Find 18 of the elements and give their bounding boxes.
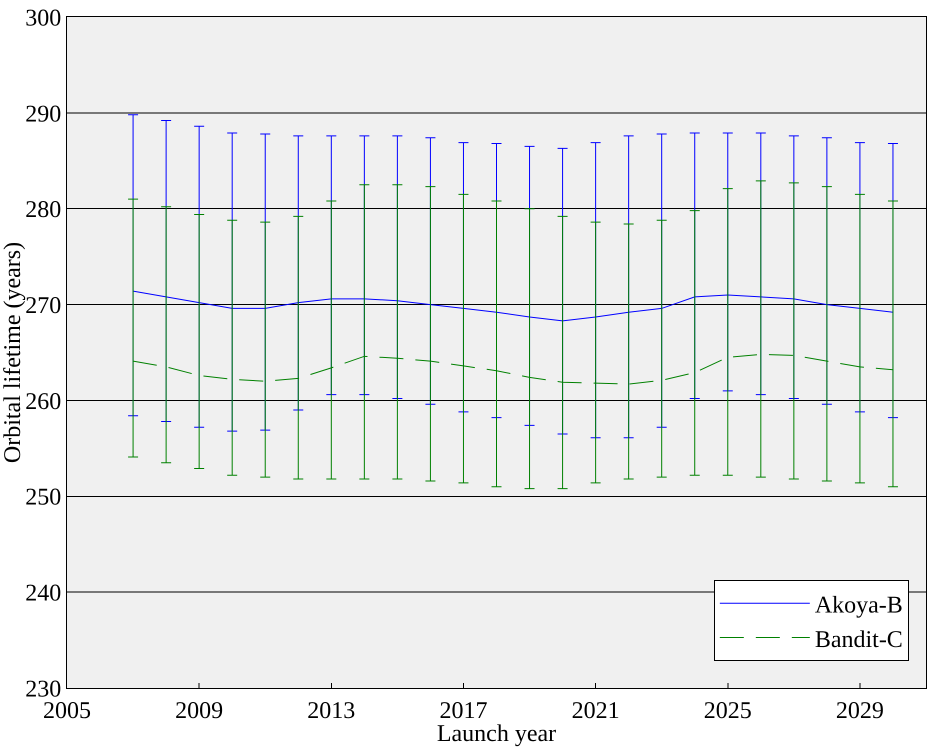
x-tick-label: 2021 <box>572 698 620 724</box>
y-tick-label: 250 <box>25 484 62 511</box>
x-tick-label: 2013 <box>307 698 356 724</box>
y-tick-label: 300 <box>25 5 62 32</box>
y-tick-label: 270 <box>25 292 62 319</box>
line-series <box>132 290 894 322</box>
y-tick-label: 260 <box>25 388 62 415</box>
x-tick-label: 2029 <box>836 698 884 724</box>
x-tick-label: 2009 <box>175 698 224 724</box>
x-axis-title: Launch year <box>436 721 556 747</box>
x-tick-label: 2017 <box>439 698 488 724</box>
y-tick-label: 240 <box>25 580 62 607</box>
x-tick-label: 2025 <box>704 698 752 724</box>
y-tick-label: 280 <box>25 197 62 224</box>
legend-label: Bandit-C <box>814 626 903 653</box>
legend-label: Akoya-B <box>814 592 903 619</box>
y-tick-label: 290 <box>25 101 62 128</box>
y-axis-title: Orbital lifetime (years) <box>0 242 26 464</box>
